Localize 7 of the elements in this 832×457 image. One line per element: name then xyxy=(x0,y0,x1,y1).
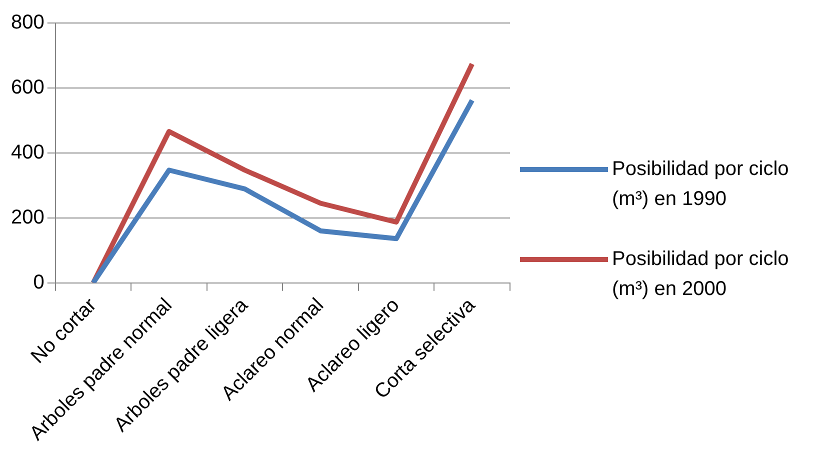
legend-label: Posibilidad por ciclo (m³) en 2000 xyxy=(612,246,790,302)
y-tick-label: 400 xyxy=(10,141,44,164)
y-tick-label: 200 xyxy=(10,206,44,228)
y-tick-label: 600 xyxy=(10,76,44,98)
legend-label: Posibilidad por ciclo (m³) en 1990 xyxy=(612,156,790,212)
y-tick-label: 800 xyxy=(10,12,44,34)
y-tick-label: 0 xyxy=(33,271,44,294)
